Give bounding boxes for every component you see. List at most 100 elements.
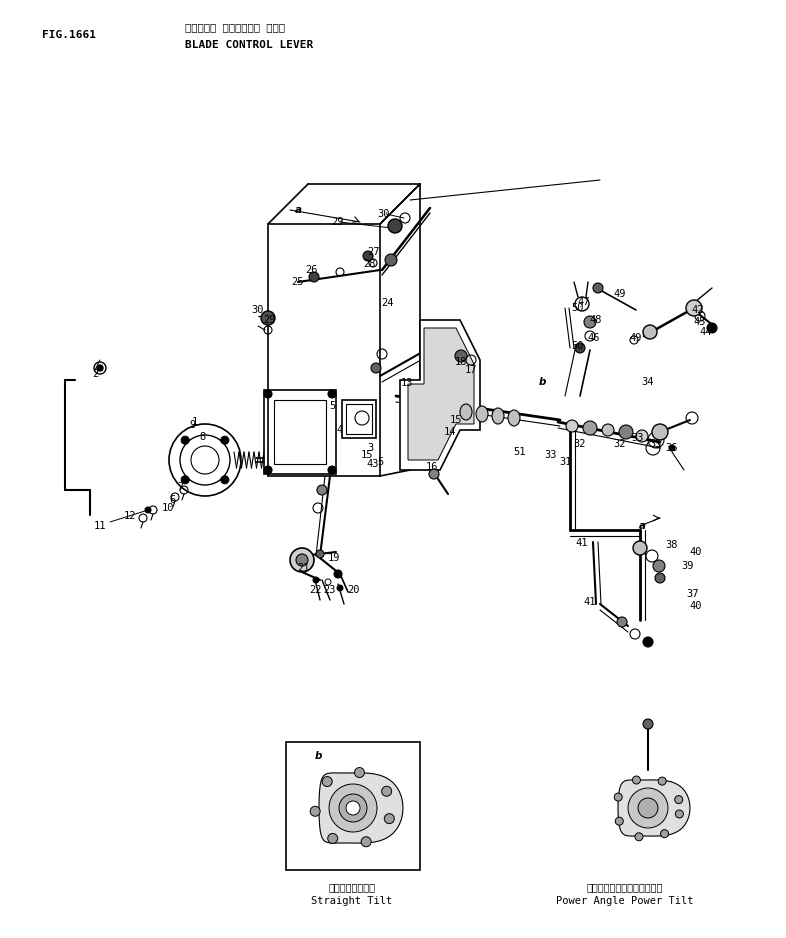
- Circle shape: [669, 445, 675, 451]
- Circle shape: [660, 830, 669, 838]
- Circle shape: [638, 798, 658, 818]
- Circle shape: [633, 776, 641, 784]
- Bar: [342, 400, 376, 438]
- Circle shape: [362, 837, 371, 847]
- Text: b: b: [538, 377, 545, 387]
- Text: 3: 3: [367, 443, 373, 453]
- Text: 32: 32: [574, 439, 586, 449]
- Text: b: b: [314, 751, 321, 761]
- Text: 20: 20: [347, 585, 360, 595]
- Circle shape: [337, 585, 343, 591]
- Text: パワーアングルパワーチルト: パワーアングルパワーチルト: [587, 882, 663, 892]
- Circle shape: [602, 424, 614, 436]
- Text: 1: 1: [192, 417, 198, 427]
- Circle shape: [675, 809, 683, 818]
- Circle shape: [633, 541, 647, 555]
- Text: FIG.1661: FIG.1661: [42, 30, 96, 40]
- Circle shape: [653, 560, 665, 572]
- Circle shape: [328, 834, 338, 843]
- Text: 6: 6: [170, 495, 176, 505]
- Text: 51: 51: [514, 447, 527, 457]
- Circle shape: [636, 430, 648, 442]
- Text: 36: 36: [666, 443, 678, 453]
- Text: 38: 38: [666, 540, 678, 550]
- Circle shape: [310, 807, 320, 816]
- Text: a: a: [295, 205, 302, 215]
- Text: 15: 15: [361, 450, 373, 460]
- Polygon shape: [618, 779, 690, 836]
- Text: 33: 33: [545, 450, 557, 460]
- Text: 49: 49: [614, 289, 626, 299]
- Circle shape: [328, 390, 336, 398]
- Ellipse shape: [180, 435, 230, 485]
- Circle shape: [707, 323, 717, 333]
- Text: 23: 23: [324, 585, 336, 595]
- Text: 37: 37: [687, 589, 700, 599]
- Circle shape: [566, 420, 578, 432]
- Text: 42: 42: [692, 305, 704, 315]
- Text: 21: 21: [298, 563, 310, 573]
- Text: 24: 24: [382, 298, 395, 308]
- Circle shape: [619, 425, 633, 439]
- Circle shape: [658, 777, 667, 785]
- Circle shape: [354, 767, 365, 778]
- Circle shape: [652, 424, 668, 440]
- Text: 26: 26: [306, 265, 318, 275]
- Text: 30: 30: [378, 209, 391, 219]
- Text: 50: 50: [571, 341, 584, 351]
- Text: 14: 14: [444, 427, 456, 437]
- Circle shape: [614, 793, 623, 801]
- Text: 27: 27: [368, 247, 380, 257]
- Text: 49: 49: [630, 333, 642, 343]
- Circle shape: [686, 300, 702, 316]
- Text: 13: 13: [401, 378, 413, 388]
- Circle shape: [296, 554, 308, 566]
- Text: 10: 10: [162, 503, 174, 513]
- Circle shape: [261, 311, 275, 325]
- Text: 41: 41: [576, 538, 588, 548]
- Circle shape: [316, 550, 324, 558]
- Text: 48: 48: [590, 315, 602, 325]
- Bar: [264, 390, 336, 474]
- Circle shape: [371, 363, 381, 373]
- Text: 16: 16: [426, 462, 439, 472]
- Circle shape: [264, 390, 272, 398]
- Text: 41: 41: [584, 597, 597, 607]
- Text: ブレートゞ コントロール レバー: ブレートゞ コントロール レバー: [185, 22, 285, 32]
- Text: 12: 12: [123, 511, 136, 521]
- Circle shape: [313, 577, 319, 583]
- Text: 18: 18: [455, 357, 467, 367]
- Text: Straight Tilt: Straight Tilt: [311, 896, 393, 906]
- Circle shape: [97, 365, 103, 371]
- Circle shape: [583, 421, 597, 435]
- Circle shape: [145, 507, 151, 513]
- Text: 35: 35: [650, 439, 663, 449]
- Text: 8: 8: [199, 432, 205, 442]
- Circle shape: [635, 833, 643, 840]
- Circle shape: [643, 719, 653, 729]
- Circle shape: [363, 251, 373, 261]
- Text: 34: 34: [641, 377, 654, 387]
- Circle shape: [429, 469, 439, 479]
- Text: 28: 28: [364, 259, 376, 269]
- Circle shape: [182, 436, 189, 445]
- Text: 17: 17: [465, 365, 477, 375]
- Text: 33: 33: [632, 433, 645, 443]
- Text: 30: 30: [252, 305, 264, 315]
- Circle shape: [385, 254, 397, 266]
- Text: 9: 9: [190, 420, 196, 430]
- Circle shape: [575, 343, 585, 353]
- Circle shape: [290, 548, 314, 572]
- Circle shape: [584, 316, 596, 328]
- Bar: [286, 742, 420, 870]
- Circle shape: [593, 283, 603, 293]
- Circle shape: [615, 817, 623, 825]
- Text: 11: 11: [94, 521, 106, 531]
- Circle shape: [382, 786, 391, 796]
- Text: 39: 39: [681, 561, 694, 571]
- Circle shape: [317, 485, 327, 495]
- Text: 22: 22: [310, 585, 322, 595]
- Circle shape: [655, 573, 665, 583]
- Bar: [274, 400, 326, 464]
- Circle shape: [322, 777, 332, 787]
